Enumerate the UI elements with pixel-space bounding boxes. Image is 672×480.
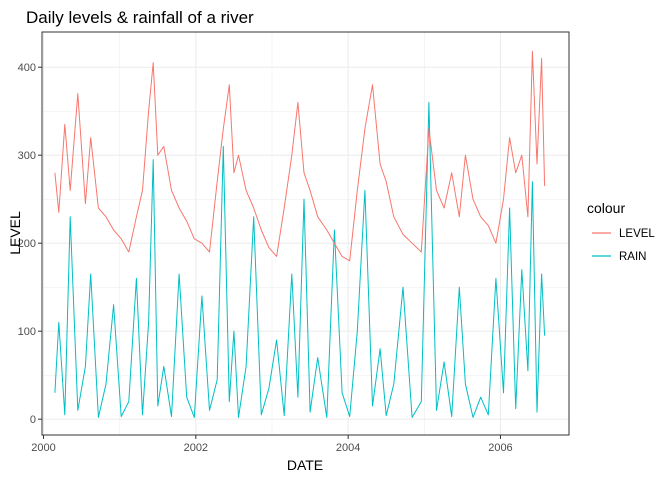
y-axis-title: LEVEL [7,211,23,255]
x-tick-label: 2006 [488,442,512,454]
legend-label-level: LEVEL [619,228,655,240]
legend: colour LEVEL RAIN [587,200,655,263]
series-layer [54,50,546,418]
y-tick-label: 200 [18,238,36,250]
legend-title: colour [587,200,625,216]
legend-label-rain: RAIN [619,251,646,263]
series-line-rain [54,101,546,418]
y-tick-label: 300 [18,150,36,162]
x-tick-label: 2004 [336,442,360,454]
y-tick-label: 0 [30,414,36,426]
axis-ticks: 2000 2002 2004 2006 0 100 200 300 400 [18,62,513,454]
plot-panel-border [41,31,570,436]
y-tick-label: 400 [18,62,36,74]
x-tick-label: 2000 [31,442,55,454]
x-tick-label: 2002 [184,442,208,454]
series-line-level [54,50,546,262]
x-axis-title: DATE [287,457,323,473]
chart-title: Daily levels & rainfall of a river [26,8,254,27]
y-tick-label: 100 [18,326,36,338]
